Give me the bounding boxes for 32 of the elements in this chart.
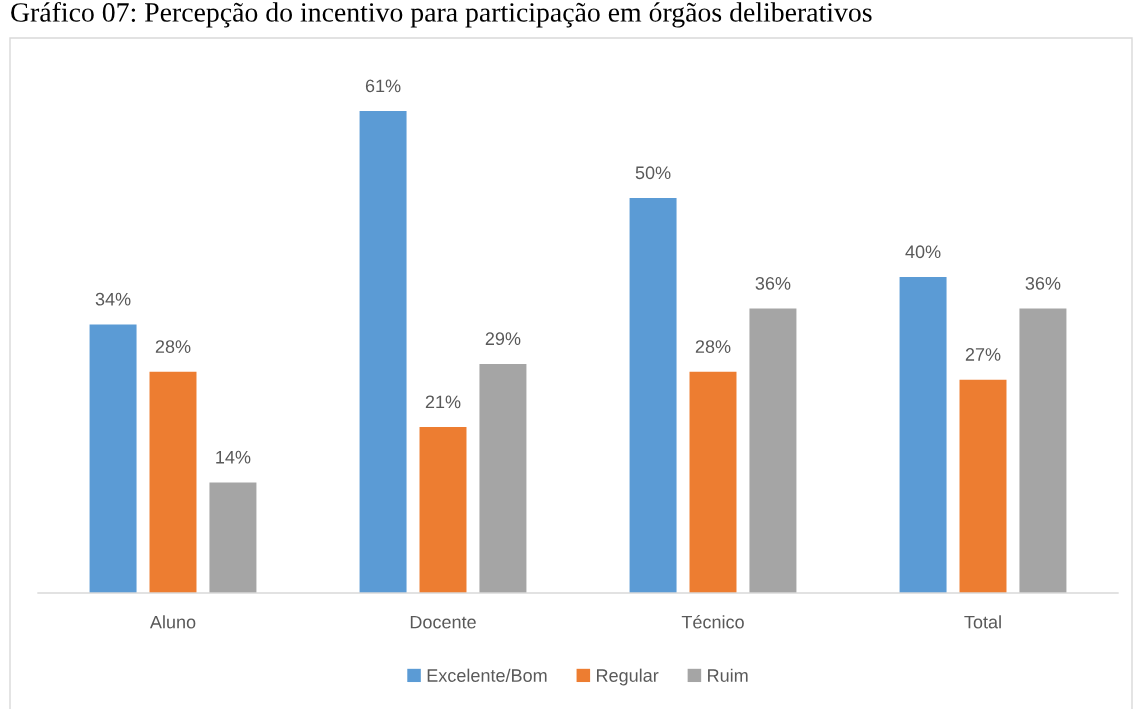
bar [479, 363, 527, 593]
bar [749, 308, 797, 593]
bar [209, 482, 257, 593]
data-label: 28% [695, 340, 731, 353]
chart-title: Gráfico 07: Percepção do incentivo para participação em órgãos deliberativos [11, 2, 872, 28]
data-label: 29% [485, 332, 521, 346]
legend-label: Regular [597, 668, 659, 686]
data-label: 40% [905, 245, 941, 259]
bar [959, 379, 1007, 593]
x-tick-label: Técnico [681, 615, 744, 629]
legend-label: Ruim [708, 668, 748, 682]
data-label: 36% [1025, 276, 1061, 290]
data-label: 28% [155, 340, 191, 353]
bar [89, 324, 137, 593]
data-label: 21% [425, 395, 461, 409]
data-label: 34% [95, 292, 131, 306]
data-label: 61% [365, 79, 401, 93]
data-label: 27% [965, 348, 1001, 361]
bar [359, 111, 407, 593]
data-label: 14% [216, 450, 251, 464]
x-tick-label: Aluno [149, 615, 196, 629]
bar [899, 277, 947, 593]
x-tick-label: Total [964, 615, 1001, 629]
x-tick-label: Docente [410, 615, 476, 629]
bar [149, 371, 197, 593]
bar [419, 427, 467, 593]
bar [629, 198, 677, 593]
data-label: 50% [635, 166, 671, 180]
data-label: 36% [755, 276, 791, 290]
legend-label: Excelente/Bom [427, 668, 547, 682]
bar [1019, 308, 1067, 593]
bar [689, 371, 737, 593]
